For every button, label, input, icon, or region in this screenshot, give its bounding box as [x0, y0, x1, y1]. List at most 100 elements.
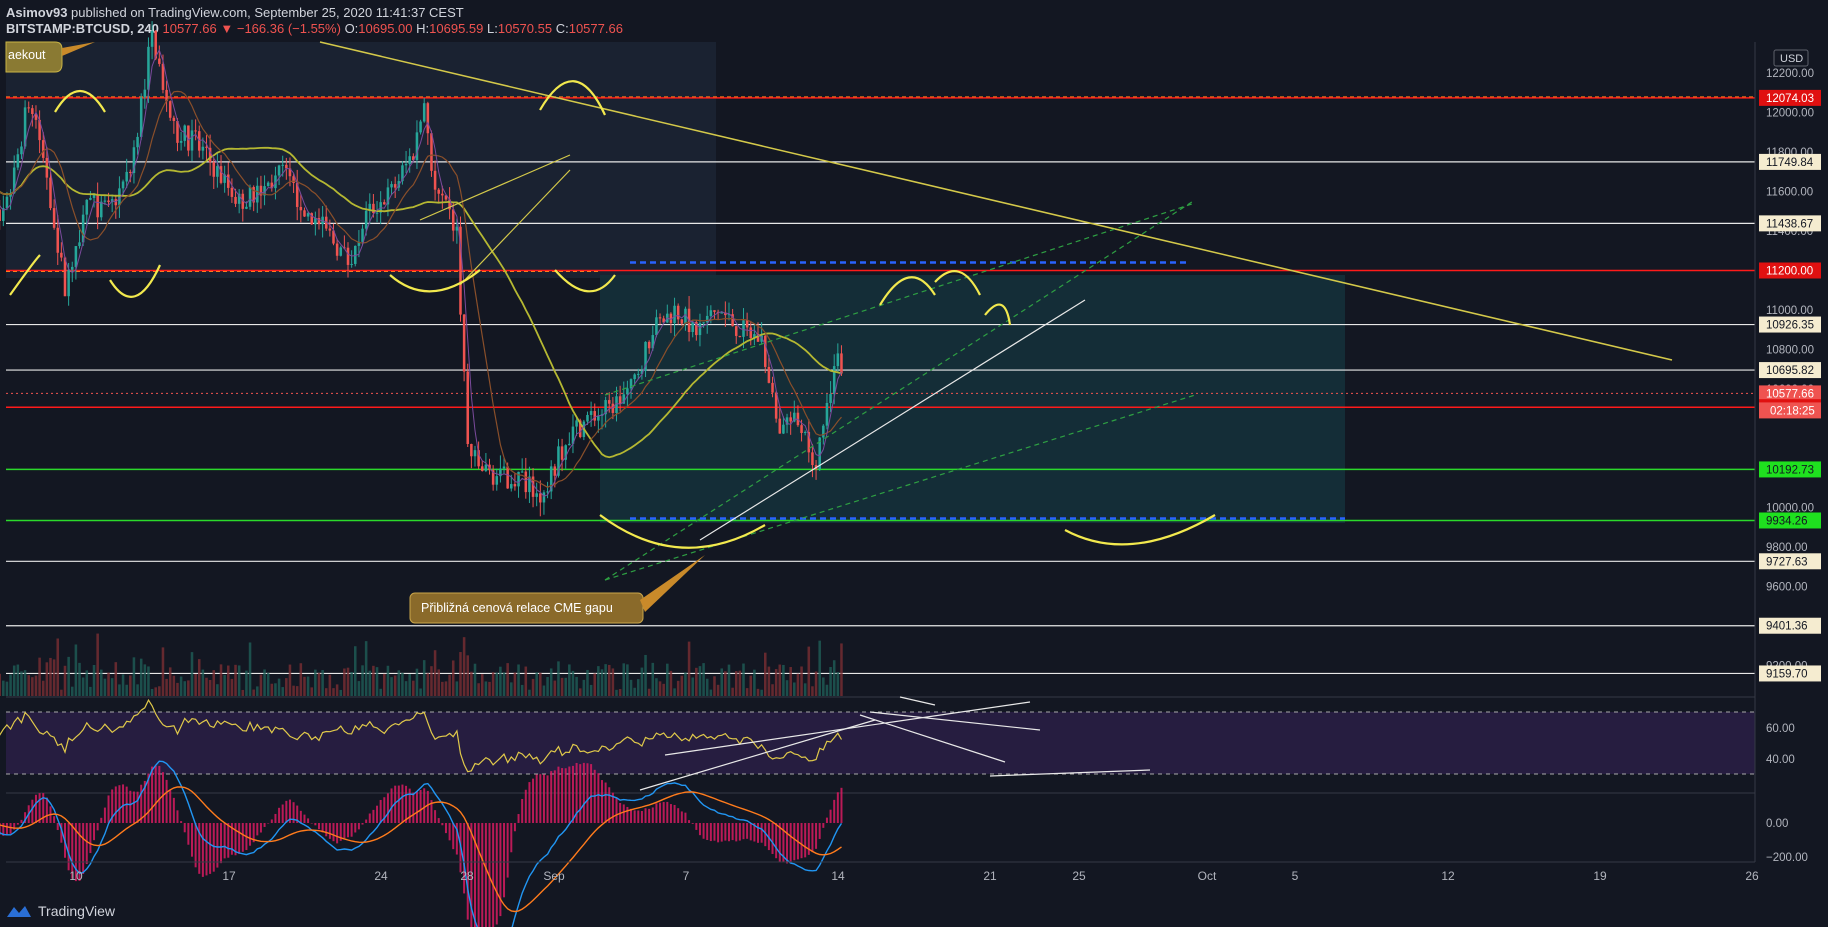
macd-hist-143 [495, 823, 498, 925]
macd-hist-53 [169, 789, 172, 823]
macd-hist-175 [611, 792, 614, 823]
macd-hist-211 [742, 823, 745, 840]
candle-body-33 [96, 194, 99, 218]
candle-body-110 [375, 212, 379, 214]
macd-hist-103 [350, 823, 353, 837]
price-tick-3: 11600.00 [1766, 187, 1813, 199]
author-name[interactable]: Asimov93 [6, 5, 68, 20]
candle-body-169 [589, 411, 593, 415]
candle-body-90 [303, 210, 306, 217]
macd-hist-8 [5, 823, 8, 836]
volume-bar-234 [825, 684, 829, 696]
candle-body-99 [335, 243, 339, 256]
macd-hist-222 [782, 823, 785, 863]
candle-body-176 [615, 396, 618, 413]
volume-bar-109 [372, 665, 375, 696]
symbol-name[interactable]: BITSTAMP:BTCUSD, 240 [6, 21, 159, 36]
candle-body-118 [404, 163, 408, 166]
macd-hist-161 [561, 768, 564, 823]
candle-body-21 [52, 208, 56, 228]
volume-bar-23 [60, 689, 63, 696]
candle-body-59 [190, 130, 194, 151]
open-label: O: [344, 21, 359, 36]
candle-body-127 [437, 189, 440, 194]
macd-hist-40 [122, 784, 125, 823]
candle-body-64 [208, 147, 212, 163]
candle-body-114 [390, 184, 393, 188]
volume-bar-147 [510, 682, 513, 696]
volume-bar-104 [353, 646, 357, 696]
candle-body-54 [172, 117, 176, 122]
macd-hist-205 [720, 823, 723, 842]
candle-body-27 [74, 246, 78, 267]
volume-bar-57 [183, 681, 187, 696]
volume-bar-17 [38, 657, 41, 696]
macd-hist-188 [659, 802, 662, 823]
macd-hist-225 [793, 823, 796, 861]
macd-hist-56 [180, 821, 183, 823]
macd-hist-60 [194, 823, 197, 868]
candle-body-198 [695, 321, 698, 336]
macd-hist-54 [172, 797, 175, 823]
candle-body-19 [45, 157, 49, 178]
candle-body-102 [346, 247, 350, 265]
macd-hist-87 [292, 802, 295, 823]
candle-body-128 [441, 193, 444, 196]
macd-hist-238 [840, 787, 843, 823]
candle-body-203 [713, 310, 716, 312]
macd-hist-39 [118, 785, 121, 823]
macd-hist-148 [513, 823, 516, 832]
candle-body-232 [818, 437, 821, 470]
candle-body-42 [129, 171, 132, 174]
candle-body-28 [78, 242, 81, 247]
candle-body-218 [767, 366, 771, 383]
macd-hist-59 [190, 823, 193, 857]
volume-bar-128 [441, 681, 444, 696]
macd-hist-198 [695, 823, 698, 830]
candle-body-13 [23, 107, 27, 147]
candle-body-88 [295, 183, 299, 207]
last-price: 10577.66 [162, 21, 217, 36]
volume-bar-210 [738, 670, 742, 696]
macd-hist-142 [492, 823, 495, 927]
time-tick-7: 21 [983, 869, 997, 883]
macd-hist-89 [299, 810, 302, 823]
level-label-6: 10577.66 [1766, 388, 1814, 400]
macd-hist-189 [662, 802, 665, 823]
volume-bar-113 [386, 665, 390, 696]
volume-bar-122 [419, 688, 422, 696]
moving-average-fast [0, 48, 842, 497]
volume-bar-165 [575, 676, 578, 696]
candle-body-92 [310, 213, 313, 225]
volume-bar-7 [2, 680, 5, 696]
macd-hist-47 [147, 773, 150, 823]
macd-hist-34 [100, 817, 103, 823]
time-tick-3: 28 [460, 869, 474, 883]
candle-body-158 [549, 466, 553, 492]
tradingview-brand[interactable]: TradingView [6, 903, 115, 919]
rsi-trendline-4 [989, 769, 1151, 777]
macd-hist-172 [600, 780, 603, 823]
channel-lower-dashed-2 [604, 394, 1196, 581]
volume-bar-15 [31, 677, 34, 696]
macd-hist-49 [154, 765, 157, 823]
volume-bar-110 [375, 667, 379, 696]
price-tick-9: 10000.00 [1766, 503, 1814, 515]
macd-hist-75 [249, 823, 252, 846]
volume-bar-160 [557, 661, 560, 696]
volume-bar-162 [564, 677, 567, 696]
candle-body-80 [266, 182, 270, 187]
rsi-tick-1: 40.00 [1766, 754, 1795, 766]
level-label-bg-6 [1759, 385, 1821, 402]
candle-body-148 [513, 484, 517, 487]
candle-body-150 [520, 471, 524, 473]
breakout-label: aekout [8, 48, 46, 62]
candle-body-220 [774, 392, 778, 419]
macd-hist-137 [474, 823, 477, 927]
volume-bar-205 [720, 668, 723, 696]
volume-bar-224 [789, 667, 792, 696]
macd-hist-120 [412, 792, 415, 823]
macd-hist-6 [0, 823, 1, 835]
macd-hist-76 [252, 823, 255, 843]
